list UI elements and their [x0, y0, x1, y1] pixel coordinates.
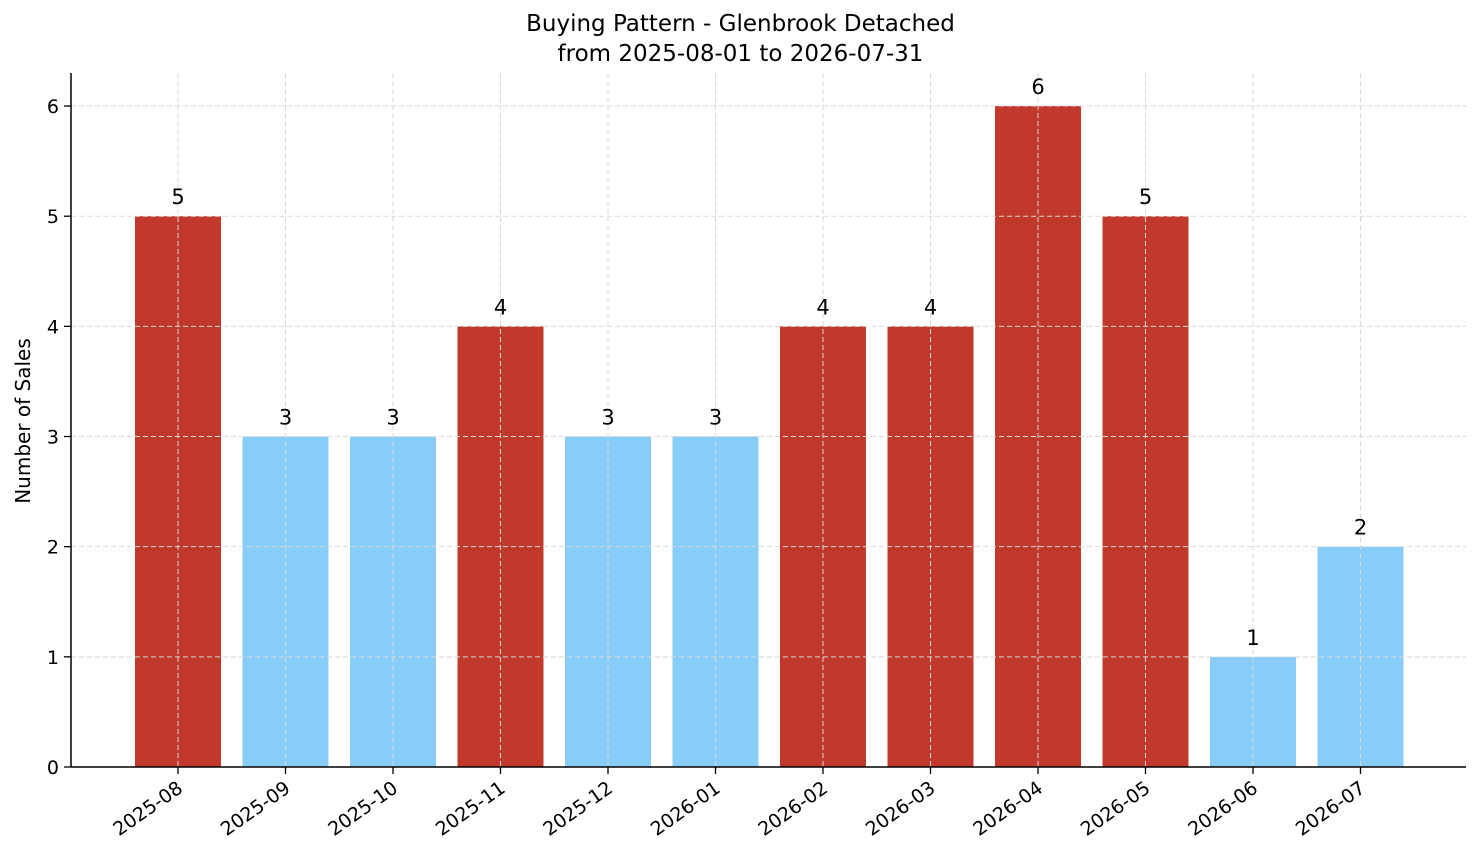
x-tick-label: 2026-06	[1184, 777, 1262, 841]
bar-value-label: 5	[1139, 185, 1152, 209]
grid-layer	[71, 73, 1466, 768]
x-tick-label: 2026-03	[862, 777, 940, 841]
y-axis-label: Number of Sales	[11, 338, 35, 504]
bar-value-label: 3	[709, 406, 722, 430]
y-tick-label: 4	[47, 316, 59, 338]
data-label-layer: 5 3 3 4 3 3 4 4 6 5 1 2	[171, 75, 1367, 650]
bar-value-label: 2	[1354, 516, 1367, 540]
bar-value-label: 3	[386, 406, 399, 430]
y-tick-label: 3	[47, 427, 59, 449]
bar-value-label: 4	[924, 295, 937, 319]
chart-subtitle: from 2025-08-01 to 2026-07-31	[557, 41, 924, 67]
chart-title: Buying Pattern - Glenbrook Detached	[526, 11, 955, 37]
x-tick-label: 2025-10	[324, 777, 402, 841]
x-tick-label: 2025-09	[217, 777, 295, 841]
x-tick-label: 2026-02	[754, 777, 832, 841]
x-tick-label: 2025-08	[109, 777, 187, 841]
x-tick-label: 2025-12	[539, 777, 617, 841]
y-tick-label: 1	[47, 647, 59, 669]
x-tick-label: 2026-05	[1077, 777, 1155, 841]
y-tick-label: 5	[47, 206, 59, 228]
x-tick-label: 2026-04	[969, 777, 1047, 841]
bar-value-label: 5	[171, 185, 184, 209]
bar-value-label: 6	[1031, 75, 1044, 99]
y-tick-label: 2	[47, 537, 59, 559]
x-tick-label: 2025-11	[432, 777, 510, 841]
x-tick-label: 2026-07	[1292, 777, 1370, 841]
bar-value-label: 4	[494, 295, 507, 319]
x-tick-label: 2026-01	[647, 777, 725, 841]
y-tick-label: 0	[47, 757, 59, 779]
y-tick-label: 6	[47, 96, 59, 118]
bar-value-label: 3	[279, 406, 292, 430]
bar-value-label: 4	[816, 295, 829, 319]
bar-value-label: 1	[1246, 626, 1259, 650]
bar-value-label: 3	[601, 406, 614, 430]
